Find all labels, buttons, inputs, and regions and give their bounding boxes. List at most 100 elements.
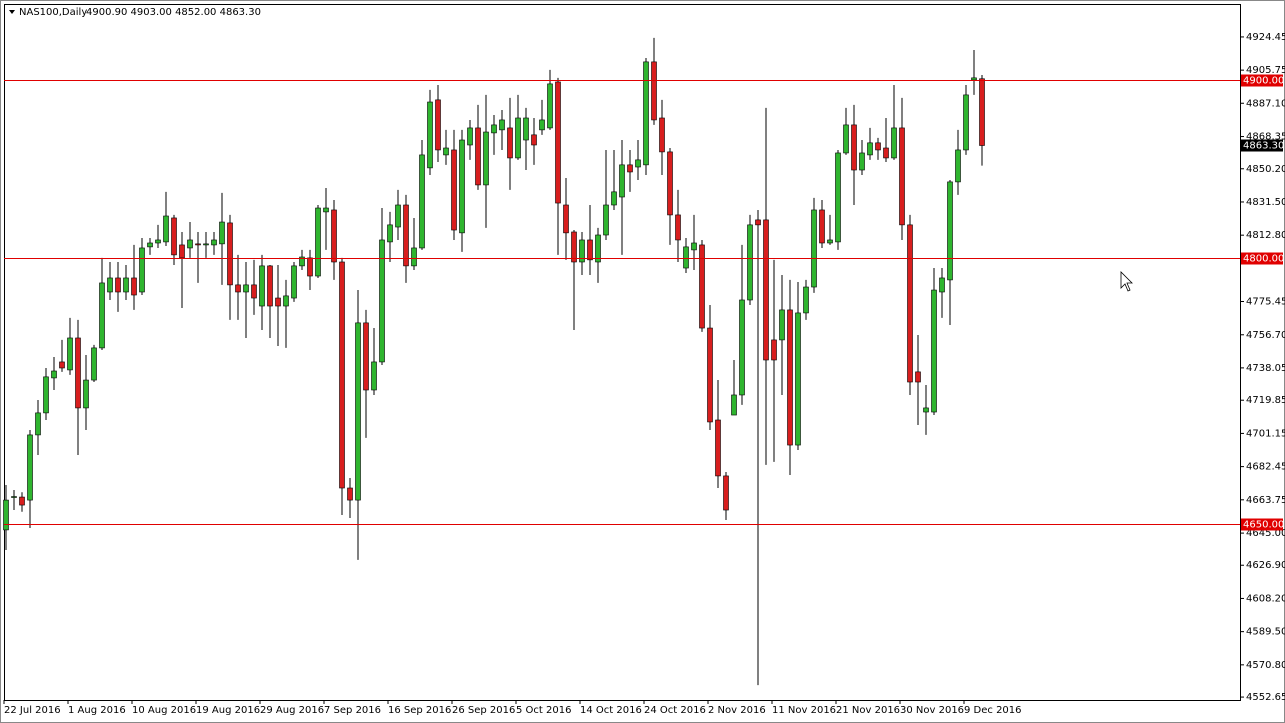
candle-body [347,487,353,501]
candle-body [99,282,105,349]
candle-body [403,204,409,267]
candle-body [131,277,137,296]
candle-body [883,147,889,159]
candle-body [51,370,57,379]
candle-body [907,224,913,383]
candle-body [859,152,865,171]
y-tick-label: 4626.90 [1246,560,1285,571]
candle-body [715,419,721,477]
last-price-box [1241,139,1283,152]
candle-body [195,243,201,246]
candle-body [91,347,97,381]
candle-body [539,119,545,131]
level-label-box [1241,518,1283,531]
y-tick-label: 4719.85 [1246,395,1285,406]
y-tick-label: 4701.15 [1246,428,1285,439]
candle-body [699,244,705,329]
candle-body [339,261,345,489]
candle-body [851,124,857,171]
candle-body [531,134,537,146]
candle-body [35,412,41,436]
y-tick-label: 4756.70 [1246,330,1285,341]
candle-body [155,239,161,244]
candle-body [307,257,313,277]
candle-body [803,286,809,314]
candle-body [75,337,81,409]
candle-body [11,496,17,498]
x-tick-label: 5 Oct 2016 [516,705,571,716]
plot-border [4,4,1241,701]
candle-body [291,265,297,299]
candle-body [947,181,953,281]
candle-body [459,139,465,234]
ohlc-text: 4900.90 4903.00 4852.00 4863.30 [86,7,261,18]
candle-body [3,499,9,531]
candle-body [891,127,897,159]
candle-body [475,127,481,186]
candle-body [843,124,849,154]
candle-body [763,219,769,361]
candle-body [59,361,65,369]
candle-body [515,117,521,159]
candle-body [275,297,281,307]
y-tick-label: 4570.80 [1246,660,1285,671]
y-tick-label: 4608.20 [1246,593,1285,604]
y-tick-label: 4812.80 [1246,230,1285,241]
x-tick-label: 7 Sep 2016 [324,705,381,716]
x-tick-label: 2 Nov 2016 [708,705,766,716]
candle-body [547,83,553,129]
candle-body [259,265,265,307]
candle-body [627,164,633,173]
x-tick-label: 11 Nov 2016 [772,705,836,716]
candle-body [555,81,561,204]
candle-body [579,239,585,263]
level-label: 4650.00 [1243,520,1284,531]
candle-body [507,127,513,159]
candle-body [227,222,233,286]
candle-body [211,239,217,246]
y-tick-label: 4738.05 [1246,363,1285,374]
candle-body [323,207,329,213]
candle-body [331,209,337,263]
candle-body [963,94,969,151]
candle-body [499,119,505,131]
x-tick-label: 14 Oct 2016 [580,705,642,716]
candle-body [603,204,609,236]
y-tick-label: 4905.75 [1246,65,1285,76]
candle-body [659,117,665,153]
candle-body [635,159,641,168]
candle-body [435,99,441,151]
candle-body [43,376,49,414]
candle-body [251,284,257,299]
mouse-cursor [1120,271,1133,292]
x-tick-label: 21 Nov 2016 [836,705,900,716]
candle-body [683,246,689,269]
candle-body [619,164,625,198]
candle-body [27,434,33,501]
candle-body [355,322,361,501]
candle-body [147,242,153,248]
candle-body [371,361,377,391]
chart-title: NAS100,Daily [19,7,87,18]
level-label-box [1241,74,1283,87]
candle-body [595,234,601,263]
x-tick-label: 9 Dec 2016 [964,705,1022,716]
candle-body [771,339,777,361]
level-label-box [1241,252,1283,265]
candle-body [451,149,457,231]
x-tick-label: 22 Jul 2016 [4,705,61,716]
x-tick-label: 10 Aug 2016 [132,705,196,716]
y-tick-label: 4663.75 [1246,495,1285,506]
y-tick-label: 4775.45 [1246,296,1285,307]
candle-body [19,496,25,506]
candle-body [67,337,73,371]
candle-body [443,147,449,156]
menu-arrow [9,10,15,14]
candle-body [827,239,833,244]
y-tick-label: 4868.35 [1246,132,1285,143]
candle-body [491,124,497,134]
level-label: 4800.00 [1243,254,1284,265]
candle-body [219,221,225,245]
